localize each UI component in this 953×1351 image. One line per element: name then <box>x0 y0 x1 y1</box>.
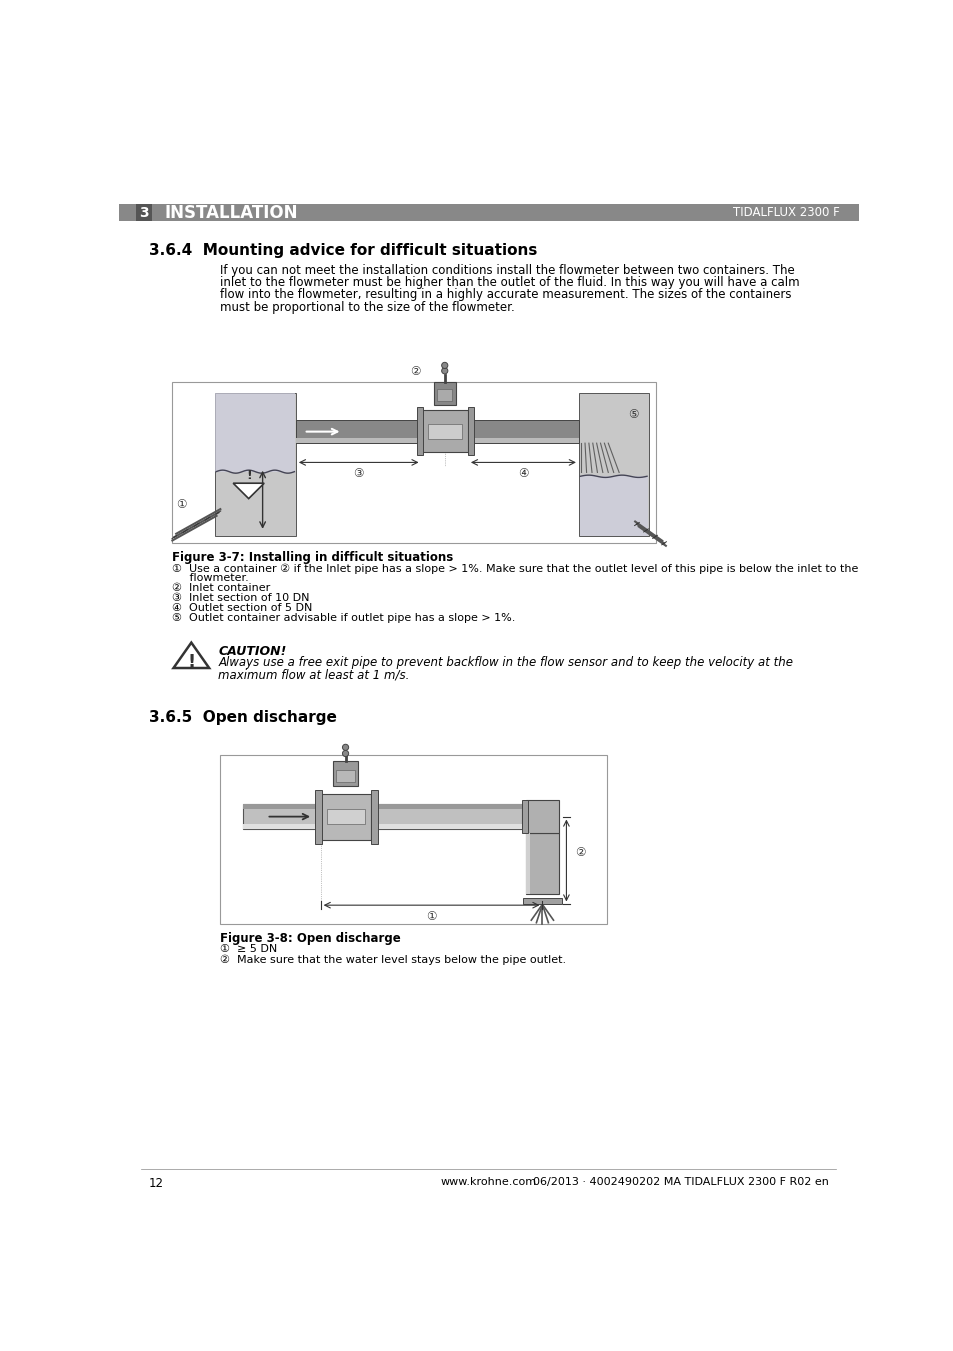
Text: !: ! <box>187 653 195 671</box>
Bar <box>436 389 452 401</box>
Bar <box>172 381 656 543</box>
Text: CAUTION!: CAUTION! <box>218 644 287 658</box>
Text: 3.6.4  Mounting advice for difficult situations: 3.6.4 Mounting advice for difficult situ… <box>149 243 537 258</box>
Text: TIDALFLUX 2300 F: TIDALFLUX 2300 F <box>733 207 840 219</box>
Text: ②: ② <box>575 846 585 859</box>
Bar <box>243 804 521 830</box>
Text: www.krohne.com: www.krohne.com <box>440 1177 537 1188</box>
Circle shape <box>441 367 447 374</box>
Text: maximum flow at least at 1 m/s.: maximum flow at least at 1 m/s. <box>218 667 410 681</box>
Text: !: ! <box>246 469 252 482</box>
Bar <box>333 761 357 786</box>
Text: ⑤: ⑤ <box>627 408 638 422</box>
Bar <box>215 393 294 471</box>
Text: ④  Outlet section of 5 DN: ④ Outlet section of 5 DN <box>172 604 312 613</box>
Bar <box>434 381 456 405</box>
Bar <box>327 809 365 824</box>
Text: 06/2013 · 4002490202 MA TIDALFLUX 2300 F R02 en: 06/2013 · 4002490202 MA TIDALFLUX 2300 F… <box>533 1177 828 1188</box>
Bar <box>295 420 578 443</box>
Bar <box>119 204 858 222</box>
Text: flow into the flowmeter, resulting in a highly accurate measurement. The sizes o: flow into the flowmeter, resulting in a … <box>220 288 791 301</box>
Bar <box>371 790 377 843</box>
Bar <box>427 424 461 439</box>
Bar <box>295 438 578 443</box>
Text: ③: ③ <box>354 467 364 481</box>
Text: Figure 3-8: Open discharge: Figure 3-8: Open discharge <box>220 932 400 946</box>
Polygon shape <box>233 484 264 499</box>
Bar <box>320 793 371 840</box>
Text: ①  Use a container ② if the Inlet pipe has a slope > 1%. Make sure that the outl: ① Use a container ② if the Inlet pipe ha… <box>172 563 858 574</box>
Bar <box>525 832 530 894</box>
Bar <box>468 407 474 455</box>
Bar <box>335 770 355 782</box>
Text: ①  ≥ 5 DN: ① ≥ 5 DN <box>220 944 277 954</box>
Text: ⑤  Outlet container advisable if outlet pipe has a slope > 1%.: ⑤ Outlet container advisable if outlet p… <box>172 613 515 623</box>
Bar <box>243 824 521 830</box>
Bar <box>136 204 152 222</box>
Text: INSTALLATION: INSTALLATION <box>164 204 297 222</box>
Bar <box>525 832 558 894</box>
Text: 3.6.5  Open discharge: 3.6.5 Open discharge <box>149 711 336 725</box>
Text: must be proportional to the size of the flowmeter.: must be proportional to the size of the … <box>220 301 515 313</box>
Text: ③  Inlet section of 10 DN: ③ Inlet section of 10 DN <box>172 593 309 604</box>
Text: ②  Make sure that the water level stays below the pipe outlet.: ② Make sure that the water level stays b… <box>220 954 565 965</box>
Bar <box>521 800 528 832</box>
Text: If you can not meet the installation conditions install the flowmeter between tw: If you can not meet the installation con… <box>220 263 794 277</box>
Text: Always use a free exit pipe to prevent backflow in the flow sensor and to keep t: Always use a free exit pipe to prevent b… <box>218 657 793 670</box>
Bar <box>315 790 322 843</box>
Bar <box>214 393 295 535</box>
Bar <box>416 407 422 455</box>
Bar <box>525 800 558 832</box>
Circle shape <box>441 362 447 369</box>
Text: 3: 3 <box>139 205 149 220</box>
Bar <box>220 755 607 924</box>
Text: flowmeter.: flowmeter. <box>172 573 249 584</box>
Text: ①: ① <box>175 499 186 511</box>
Text: ①: ① <box>426 911 436 923</box>
Circle shape <box>342 750 348 757</box>
Text: ④: ④ <box>517 467 528 481</box>
Bar <box>579 477 647 535</box>
Circle shape <box>342 744 348 750</box>
Text: Figure 3-7: Installing in difficult situations: Figure 3-7: Installing in difficult situ… <box>172 551 453 563</box>
Bar <box>421 411 468 453</box>
Bar <box>243 804 521 809</box>
Polygon shape <box>173 643 209 667</box>
Text: 12: 12 <box>149 1177 164 1190</box>
Text: inlet to the flowmeter must be higher than the outlet of the fluid. In this way : inlet to the flowmeter must be higher th… <box>220 276 799 289</box>
Bar <box>578 393 648 535</box>
Text: ②: ② <box>410 365 420 378</box>
Bar <box>522 898 561 904</box>
Text: ②  Inlet container: ② Inlet container <box>172 584 270 593</box>
